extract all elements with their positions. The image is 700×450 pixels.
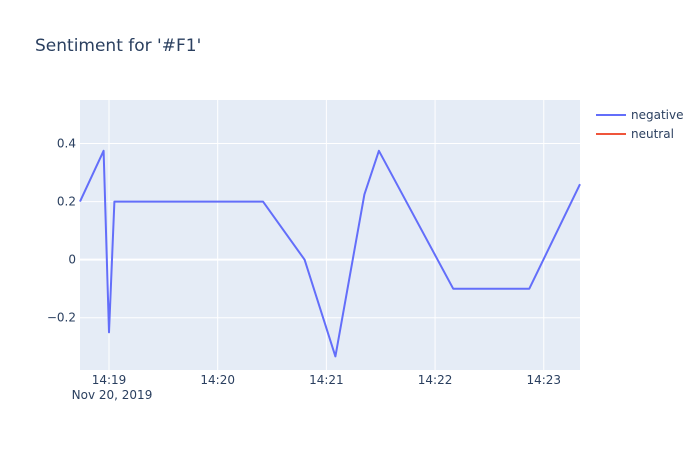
y-tick-label: 0 bbox=[68, 253, 76, 267]
x-tick-label: 14:19 bbox=[92, 373, 127, 387]
y-tick-label: 0.4 bbox=[57, 137, 76, 151]
x-axis-ticks: 14:19 14:20 14:21 14:22 14:23 bbox=[92, 373, 561, 387]
x-tick-label: 14:22 bbox=[418, 373, 453, 387]
legend-item-neutral[interactable]: neutral bbox=[596, 127, 674, 141]
x-tick-label: 14:21 bbox=[309, 373, 344, 387]
legend-label: negative bbox=[631, 108, 683, 122]
chart-title: Sentiment for '#F1' bbox=[35, 36, 201, 56]
series-line-negative[interactable] bbox=[79, 149, 581, 358]
legend-label: neutral bbox=[631, 127, 674, 141]
y-tick-label: −0.2 bbox=[47, 311, 76, 325]
y-tick-label: 0.2 bbox=[57, 195, 76, 209]
series-layer bbox=[79, 149, 581, 358]
y-axis-ticks: 0.4 0.2 0 −0.2 bbox=[47, 137, 76, 325]
x-axis-date-label: Nov 20, 2019 bbox=[72, 388, 153, 402]
plot-area[interactable] bbox=[80, 100, 580, 370]
legend-item-negative[interactable]: negative bbox=[596, 108, 683, 122]
x-tick-label: 14:23 bbox=[526, 373, 561, 387]
legend: negative neutral bbox=[596, 108, 683, 141]
x-tick-label: 14:20 bbox=[200, 373, 235, 387]
